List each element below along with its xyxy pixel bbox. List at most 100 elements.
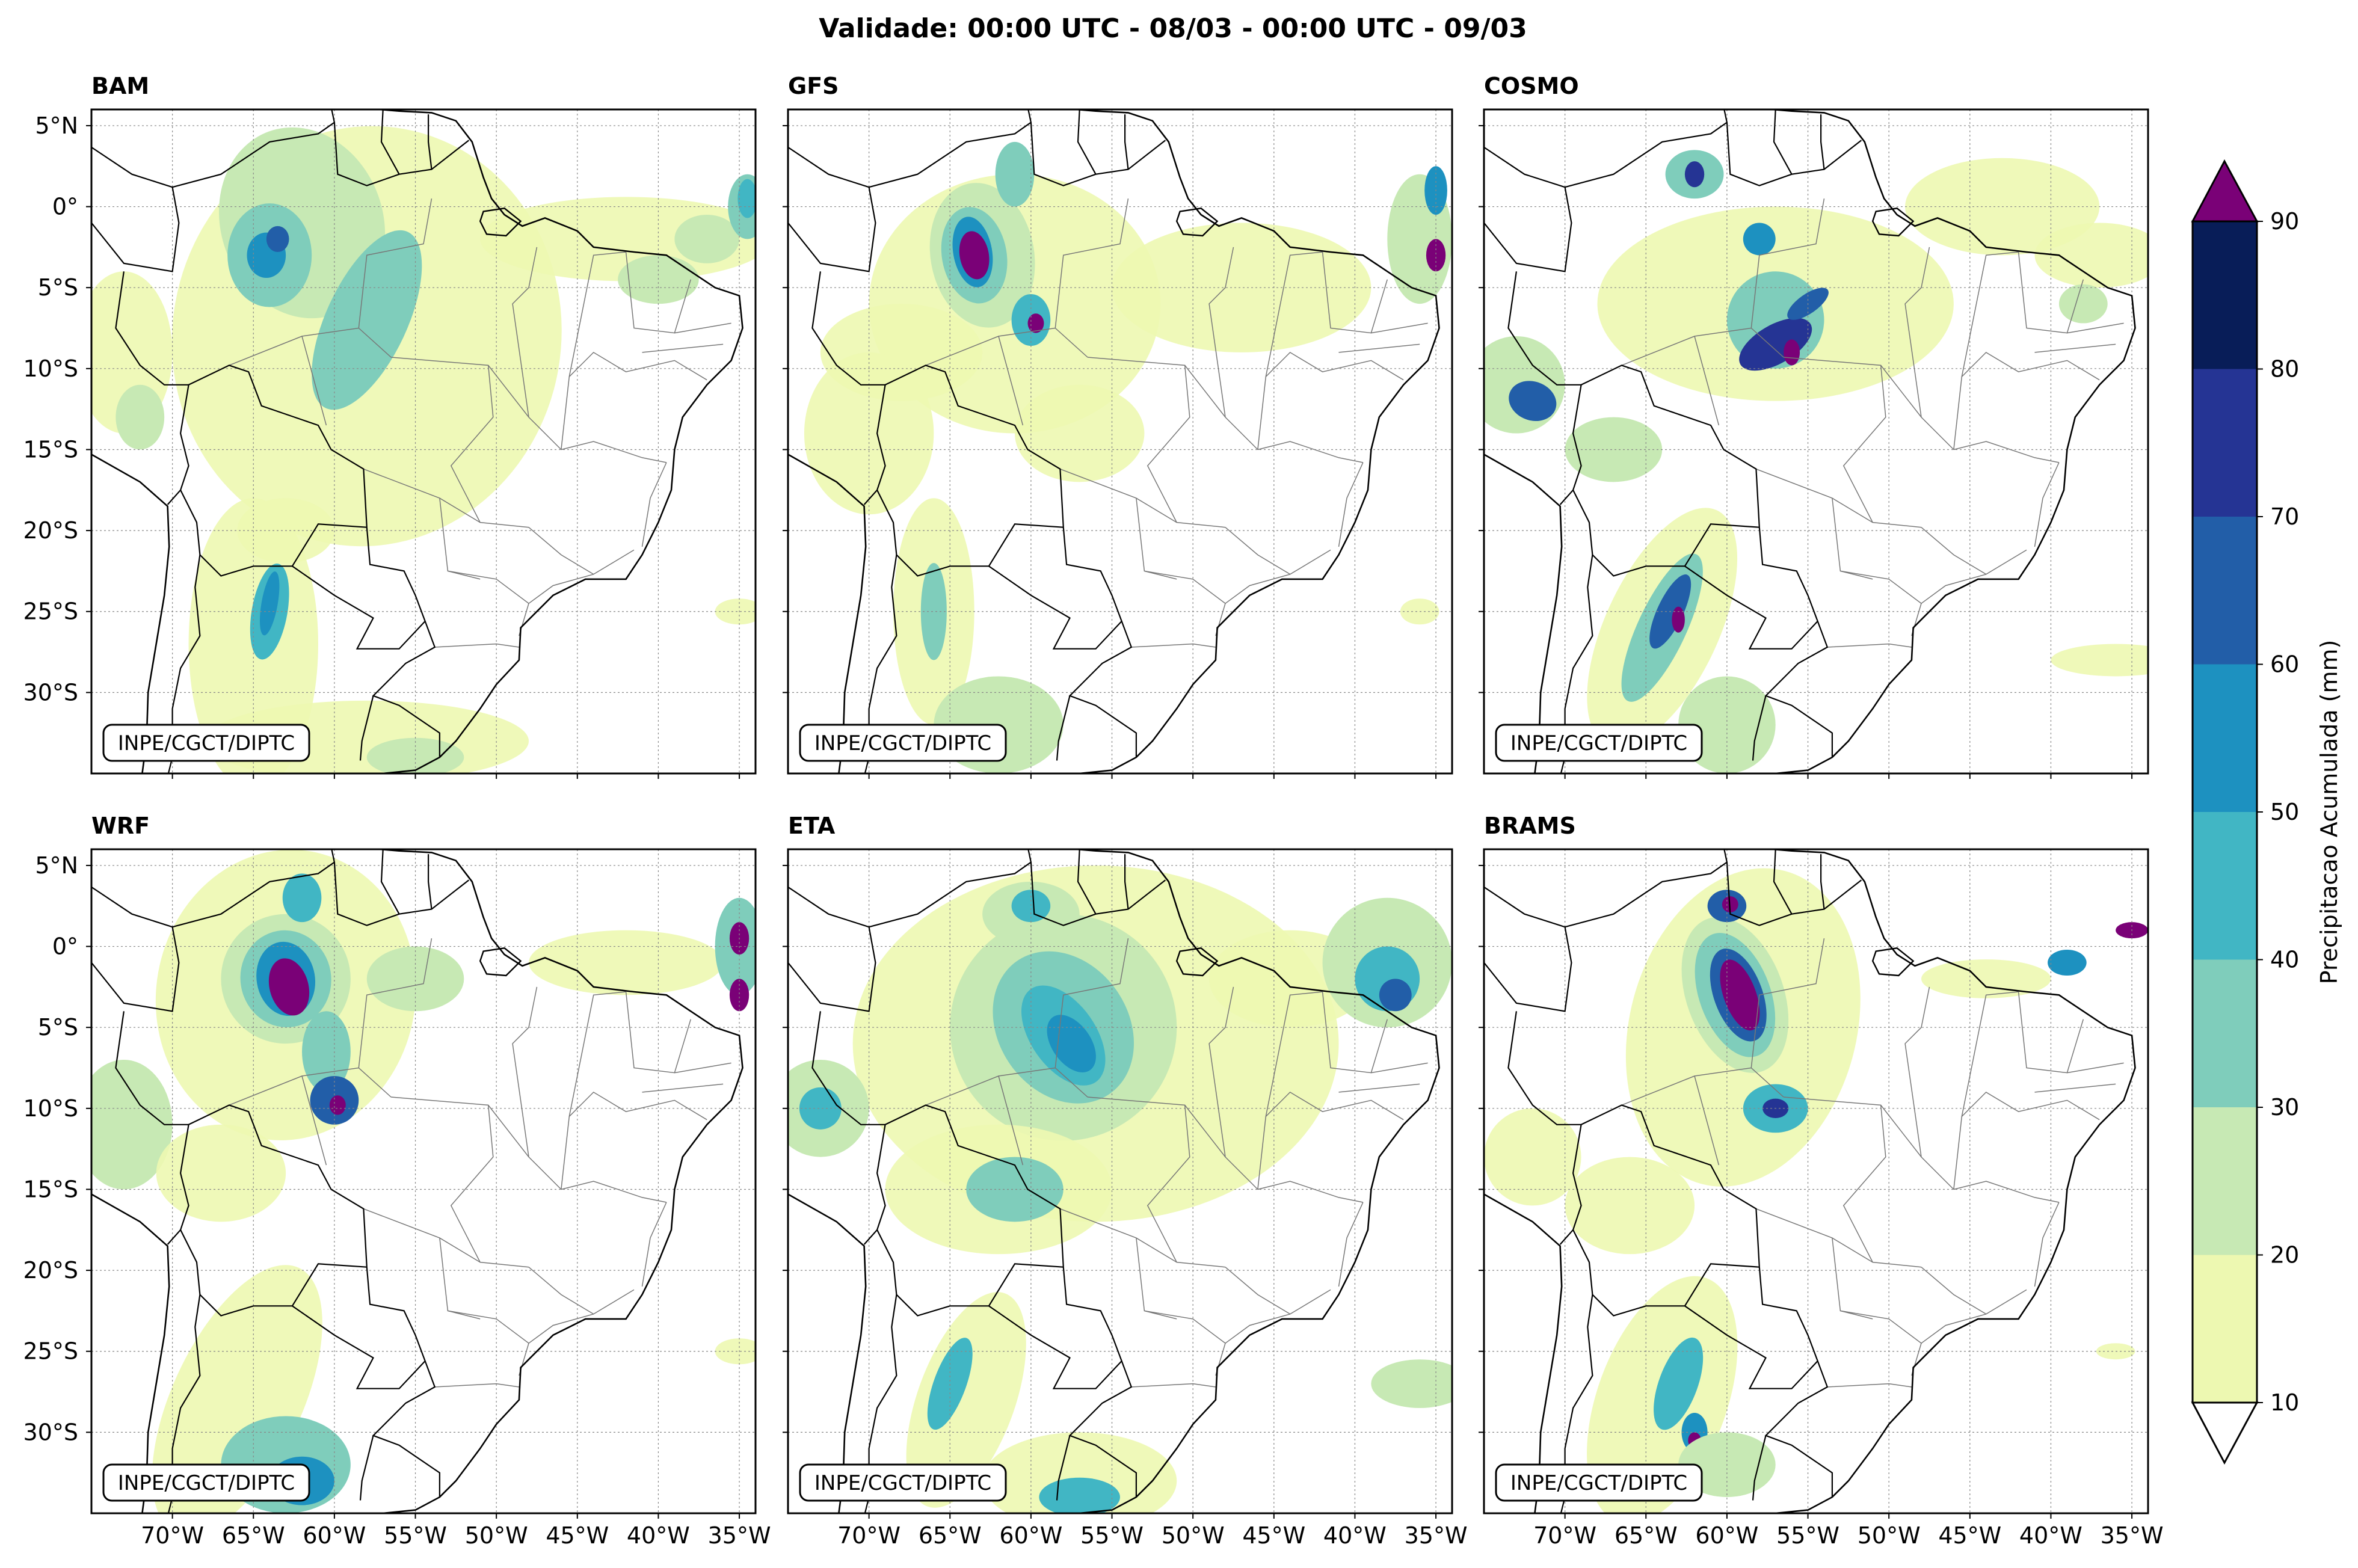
state-border bbox=[1225, 1314, 1290, 1344]
lon-tick-label: 50°W bbox=[1162, 1522, 1225, 1549]
map-panel-wrf: WRF 5°N 0° 5°S 10°S 15°S 20°S 25°S 30°S 70°W 65°… bbox=[23, 813, 771, 1549]
country-border bbox=[1726, 862, 1862, 926]
colorbar-band bbox=[2193, 1107, 2257, 1255]
state-border bbox=[561, 351, 707, 450]
state-border bbox=[1621, 1067, 1784, 1106]
panel-title: GFS bbox=[788, 73, 839, 99]
map-panel-eta: ETA 70°W 65°W 60°W 55°W 50°W 45°W 40°W 35°W INP… bbox=[787, 813, 1468, 1549]
state-border bbox=[998, 336, 1024, 426]
map-panel-brams: BRAMS 70°W 65°W 60°W 55°W 50°W 45°W 40°W 35°W I… bbox=[1483, 813, 2164, 1549]
lat-tick-label: 0° bbox=[52, 194, 78, 220]
precip-cell bbox=[1039, 1477, 1120, 1513]
credit-box: INPE/CGCT/DIPTC bbox=[1495, 724, 1703, 762]
state-border bbox=[1131, 643, 1216, 648]
state-border bbox=[434, 643, 520, 648]
state-border bbox=[1131, 1383, 1216, 1388]
country-border bbox=[876, 490, 1064, 577]
marajo-island bbox=[1871, 947, 1915, 977]
state-border bbox=[1322, 991, 1388, 1074]
credit-frame bbox=[799, 724, 1007, 762]
precip-cell bbox=[268, 958, 310, 1016]
state-border bbox=[925, 327, 1088, 366]
precip-cell bbox=[302, 1011, 351, 1092]
state-border bbox=[363, 469, 529, 528]
country-border bbox=[180, 1229, 367, 1317]
state-border bbox=[1088, 1096, 1258, 1190]
state-border bbox=[450, 365, 494, 523]
lon-tick-label: 55°W bbox=[1080, 1522, 1144, 1549]
lon-tick-label: 40°W bbox=[627, 1522, 690, 1549]
country-border bbox=[359, 1435, 374, 1501]
state-border bbox=[1147, 365, 1190, 523]
panel-title: ETA bbox=[788, 813, 836, 839]
credit-box: INPE/CGCT/DIPTC bbox=[1495, 1463, 1703, 1502]
country-border bbox=[1056, 1435, 1071, 1501]
lon-tick-label: 65°W bbox=[222, 1522, 285, 1549]
country-border bbox=[1484, 146, 1572, 272]
precip-cell bbox=[906, 1292, 1026, 1508]
state-border bbox=[2018, 991, 2084, 1074]
state-border bbox=[391, 1096, 562, 1190]
state-border bbox=[561, 1181, 667, 1203]
credit-box: INPE/CGCT/DIPTC bbox=[102, 1463, 310, 1502]
colorbar-tick-label: 10 bbox=[2270, 1389, 2299, 1416]
country-border bbox=[1820, 854, 1825, 909]
marajo-island bbox=[479, 208, 522, 237]
colorbar-over-arrow bbox=[2191, 159, 2259, 223]
country-border bbox=[188, 364, 368, 527]
state-border bbox=[1756, 469, 1922, 528]
precip-cell bbox=[1371, 1359, 1452, 1408]
lat-tick-label: 5°N bbox=[35, 112, 78, 139]
state-border bbox=[1904, 986, 1930, 1157]
boundaries-layer bbox=[788, 849, 1452, 1513]
state-border bbox=[1694, 1075, 1720, 1166]
coastline bbox=[788, 109, 1440, 773]
country-border bbox=[1077, 849, 1097, 915]
precip-cell bbox=[1672, 606, 1685, 633]
state-border bbox=[1338, 1202, 1364, 1287]
lon-tick-label: 70°W bbox=[141, 1522, 204, 1549]
colorbar-band bbox=[2193, 221, 2257, 369]
boundaries-layer bbox=[91, 849, 756, 1513]
precip-cell bbox=[1565, 417, 1663, 482]
state-border bbox=[1225, 1267, 1331, 1315]
colorbar-tick-label: 40 bbox=[2270, 947, 2299, 973]
precip-cell bbox=[366, 946, 464, 1012]
state-border bbox=[1842, 365, 1886, 523]
credit-box: INPE/CGCT/DIPTC bbox=[102, 724, 310, 762]
state-border bbox=[568, 991, 626, 1117]
state-border bbox=[358, 198, 433, 328]
state-border bbox=[1088, 357, 1258, 450]
state-border bbox=[1265, 251, 1323, 377]
country-border bbox=[427, 854, 433, 909]
state-border bbox=[1827, 643, 1912, 648]
state-border bbox=[1371, 322, 1428, 334]
lat-tick-label: 20°S bbox=[23, 517, 78, 544]
precip-cell bbox=[927, 1338, 973, 1430]
panel-title: BAM bbox=[91, 73, 149, 99]
state-border bbox=[1144, 570, 1226, 636]
lon-tick-label: 60°W bbox=[999, 1522, 1062, 1549]
state-border bbox=[1750, 938, 1825, 1068]
country-border bbox=[380, 109, 400, 175]
state-border bbox=[1827, 1383, 1912, 1388]
lon-tick-label: 35°W bbox=[2101, 1522, 2164, 1549]
country-border bbox=[380, 849, 400, 915]
country-border bbox=[1581, 364, 1760, 527]
state-border bbox=[1338, 1083, 1420, 1093]
country-border bbox=[1124, 854, 1129, 909]
map-panel-bam: BAM 5°N 0° 5°S 10°S 15°S 20°S 25°S 30°S INPE/CG… bbox=[23, 73, 757, 775]
country-border bbox=[988, 1267, 1122, 1389]
colorbar-band bbox=[2193, 1255, 2257, 1403]
state-border bbox=[1953, 1181, 2060, 1203]
lon-tick-label: 55°W bbox=[384, 1522, 447, 1549]
credit-frame bbox=[1495, 724, 1703, 762]
state-border bbox=[1961, 991, 2019, 1117]
marajo-island bbox=[479, 947, 522, 977]
state-border bbox=[674, 322, 731, 334]
panel-title: BRAMS bbox=[1484, 813, 1576, 839]
state-border bbox=[1257, 351, 1404, 450]
state-border bbox=[1621, 327, 1784, 366]
precip-cell bbox=[91, 1060, 173, 1190]
